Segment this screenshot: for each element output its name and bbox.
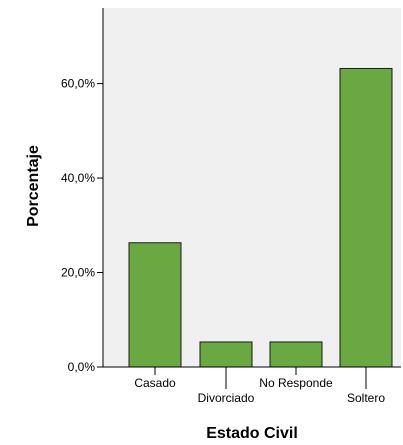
y-ticks-group: 0,0% 20,0% 40,0% 60,0% [61, 77, 103, 374]
y-axis-title: Porcentaje [25, 145, 42, 227]
y-tick-label: 0,0% [68, 360, 96, 374]
y-tick-label: 60,0% [61, 77, 95, 91]
bar-casado [128, 242, 182, 368]
x-axis-title: Estado Civil [206, 425, 298, 442]
y-tick-label: 40,0% [61, 171, 95, 185]
y-tick-label: 20,0% [61, 266, 95, 280]
x-ticks-group: Casado Divorciado No Responde Soltero [134, 367, 385, 405]
x-tick-label: Soltero [347, 391, 385, 405]
bar-divorciado [199, 341, 253, 368]
bar-soltero [339, 67, 393, 368]
bar-no-responde [269, 341, 323, 368]
bars-group [128, 67, 393, 368]
x-tick-label: Casado [134, 376, 176, 390]
x-tick-label: Divorciado [198, 391, 255, 405]
x-tick-label: No Responde [259, 376, 333, 390]
